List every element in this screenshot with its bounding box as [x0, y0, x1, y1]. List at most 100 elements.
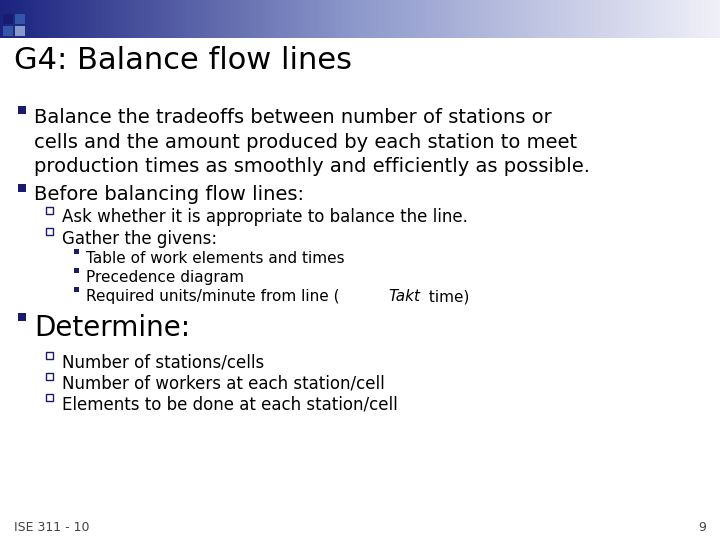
Bar — [283, 0, 287, 38]
Bar — [235, 0, 238, 38]
Bar — [146, 0, 150, 38]
Bar — [451, 0, 454, 38]
Bar — [271, 0, 274, 38]
Bar — [151, 0, 155, 38]
Bar — [567, 0, 570, 38]
Bar — [603, 0, 606, 38]
Bar — [626, 0, 630, 38]
Bar — [53, 0, 56, 38]
Bar — [538, 0, 541, 38]
Bar — [629, 0, 632, 38]
Bar — [405, 0, 409, 38]
Bar — [149, 0, 152, 38]
Bar — [605, 0, 608, 38]
Bar — [387, 0, 390, 38]
Bar — [689, 0, 692, 38]
Bar — [461, 0, 464, 38]
Text: Gather the givens:: Gather the givens: — [62, 230, 217, 247]
Bar — [24, 0, 27, 38]
Bar — [679, 0, 683, 38]
Bar — [67, 0, 71, 38]
Bar — [511, 0, 515, 38]
Bar — [456, 0, 459, 38]
Bar — [369, 0, 373, 38]
Bar — [166, 0, 169, 38]
Text: cells and the amount produced by each station to meet: cells and the amount produced by each st… — [34, 132, 577, 152]
Bar — [641, 0, 644, 38]
Bar — [110, 0, 114, 38]
Bar — [168, 0, 171, 38]
Bar — [5, 0, 8, 38]
Bar — [211, 0, 215, 38]
Text: production times as smoothly and efficiently as possible.: production times as smoothly and efficie… — [34, 157, 590, 176]
Bar — [466, 0, 469, 38]
Bar — [506, 0, 510, 38]
Bar — [583, 0, 587, 38]
Bar — [403, 0, 407, 38]
Bar — [34, 0, 37, 38]
Bar — [634, 0, 637, 38]
Bar — [389, 0, 392, 38]
Bar — [477, 0, 481, 38]
Bar — [379, 0, 382, 38]
Bar — [675, 0, 678, 38]
Bar — [142, 0, 145, 38]
Bar — [46, 352, 53, 359]
Text: 9: 9 — [698, 521, 706, 534]
Bar — [495, 0, 498, 38]
Bar — [173, 0, 176, 38]
Bar — [19, 0, 22, 38]
Bar — [711, 0, 714, 38]
Bar — [240, 0, 243, 38]
Bar — [18, 313, 26, 321]
Bar — [624, 0, 627, 38]
Bar — [513, 0, 517, 38]
Text: Determine:: Determine: — [34, 314, 190, 342]
Bar — [423, 0, 426, 38]
Bar — [312, 0, 315, 38]
Bar — [351, 0, 354, 38]
Bar — [74, 268, 79, 273]
Bar — [315, 0, 318, 38]
Bar — [338, 0, 342, 38]
Bar — [18, 184, 26, 192]
Bar — [554, 0, 558, 38]
Bar — [499, 0, 503, 38]
Bar — [17, 0, 20, 38]
Bar — [487, 0, 490, 38]
Bar — [7, 0, 11, 38]
Bar — [38, 0, 42, 38]
Text: Elements to be done at each station/cell: Elements to be done at each station/cell — [62, 395, 397, 414]
Bar — [18, 106, 26, 114]
Bar — [36, 0, 40, 38]
Bar — [367, 0, 371, 38]
Text: ISE 311 - 10: ISE 311 - 10 — [14, 521, 89, 534]
Bar — [29, 0, 32, 38]
Bar — [509, 0, 512, 38]
Bar — [420, 0, 423, 38]
Bar — [547, 0, 551, 38]
Bar — [684, 0, 688, 38]
Bar — [698, 0, 702, 38]
Bar — [295, 0, 299, 38]
Bar — [353, 0, 356, 38]
Bar — [518, 0, 522, 38]
Bar — [14, 0, 18, 38]
Bar — [336, 0, 339, 38]
Bar — [655, 0, 659, 38]
Bar — [238, 0, 241, 38]
Bar — [225, 0, 229, 38]
Bar — [182, 0, 186, 38]
Bar — [48, 0, 51, 38]
Bar — [122, 0, 126, 38]
Bar — [94, 0, 97, 38]
Bar — [535, 0, 539, 38]
Bar — [432, 0, 436, 38]
Bar — [257, 0, 260, 38]
Bar — [58, 0, 61, 38]
Bar — [653, 0, 656, 38]
Bar — [480, 0, 483, 38]
Bar — [701, 0, 704, 38]
Bar — [703, 0, 706, 38]
Bar — [293, 0, 296, 38]
